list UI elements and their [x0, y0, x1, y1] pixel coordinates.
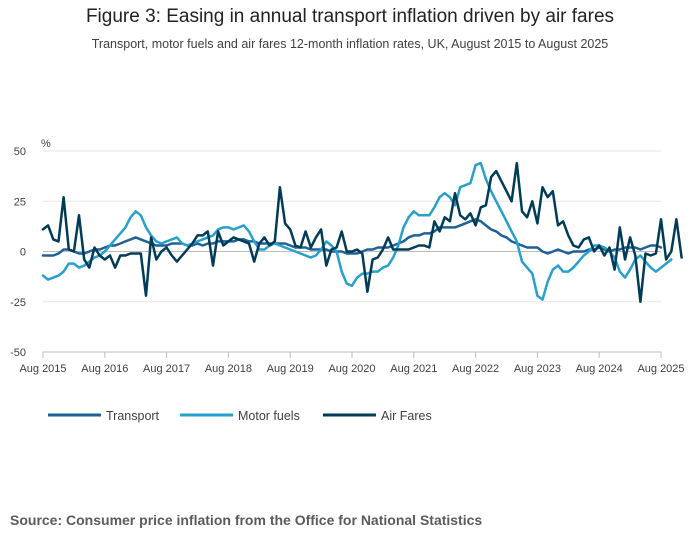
- series-line-air-fares[interactable]: [41, 161, 683, 304]
- x-tick-label: Aug 2020: [328, 363, 375, 375]
- legend[interactable]: Transport Motor fuels Air Fares: [48, 409, 432, 423]
- x-tick-label: Aug 2019: [267, 363, 314, 375]
- series-line-motor-fuels[interactable]: [41, 161, 673, 301]
- x-tick-label: Aug 2023: [514, 363, 561, 375]
- legend-label: Motor fuels: [238, 409, 300, 423]
- legend-item-motor-fuels[interactable]: Motor fuels: [180, 409, 300, 423]
- legend-item-transport[interactable]: Transport: [48, 409, 160, 423]
- x-tick-label: Aug 2016: [81, 363, 128, 375]
- x-tick-label: Aug 2017: [143, 363, 190, 375]
- series-line-transport[interactable]: [41, 218, 663, 257]
- legend-item-air-fares[interactable]: Air Fares: [323, 409, 432, 423]
- legend-label: Transport: [106, 409, 160, 423]
- x-tick-label: Aug 2024: [576, 363, 623, 375]
- legend-label: Air Fares: [381, 409, 432, 423]
- y-tick-label: 0: [20, 247, 26, 259]
- y-axis: -50 -25 0 25 50: [10, 146, 26, 359]
- x-tick-label: Aug 2025: [637, 363, 684, 375]
- x-tick-label: Aug 2015: [19, 363, 66, 375]
- x-tick-label: Aug 2021: [390, 363, 437, 375]
- x-tick-label: Aug 2018: [205, 363, 252, 375]
- y-axis-unit-label: %: [41, 138, 51, 150]
- chart-subtitle: Transport, motor fuels and air fares 12-…: [91, 37, 609, 51]
- y-tick-label: 25: [14, 196, 26, 208]
- x-axis: Aug 2015 Aug 2016 Aug 2017 Aug 2018 Aug 2019…: [19, 351, 685, 375]
- series-lines: [41, 161, 683, 304]
- y-tick-label: -25: [10, 297, 26, 309]
- x-tick-label: Aug 2022: [452, 363, 499, 375]
- chart-title: Figure 3: Easing in annual transport inf…: [85, 6, 615, 27]
- y-tick-label: -50: [10, 347, 26, 359]
- y-tick-label: 50: [14, 146, 26, 158]
- source-note: Source: Consumer price inflation from th…: [10, 512, 483, 528]
